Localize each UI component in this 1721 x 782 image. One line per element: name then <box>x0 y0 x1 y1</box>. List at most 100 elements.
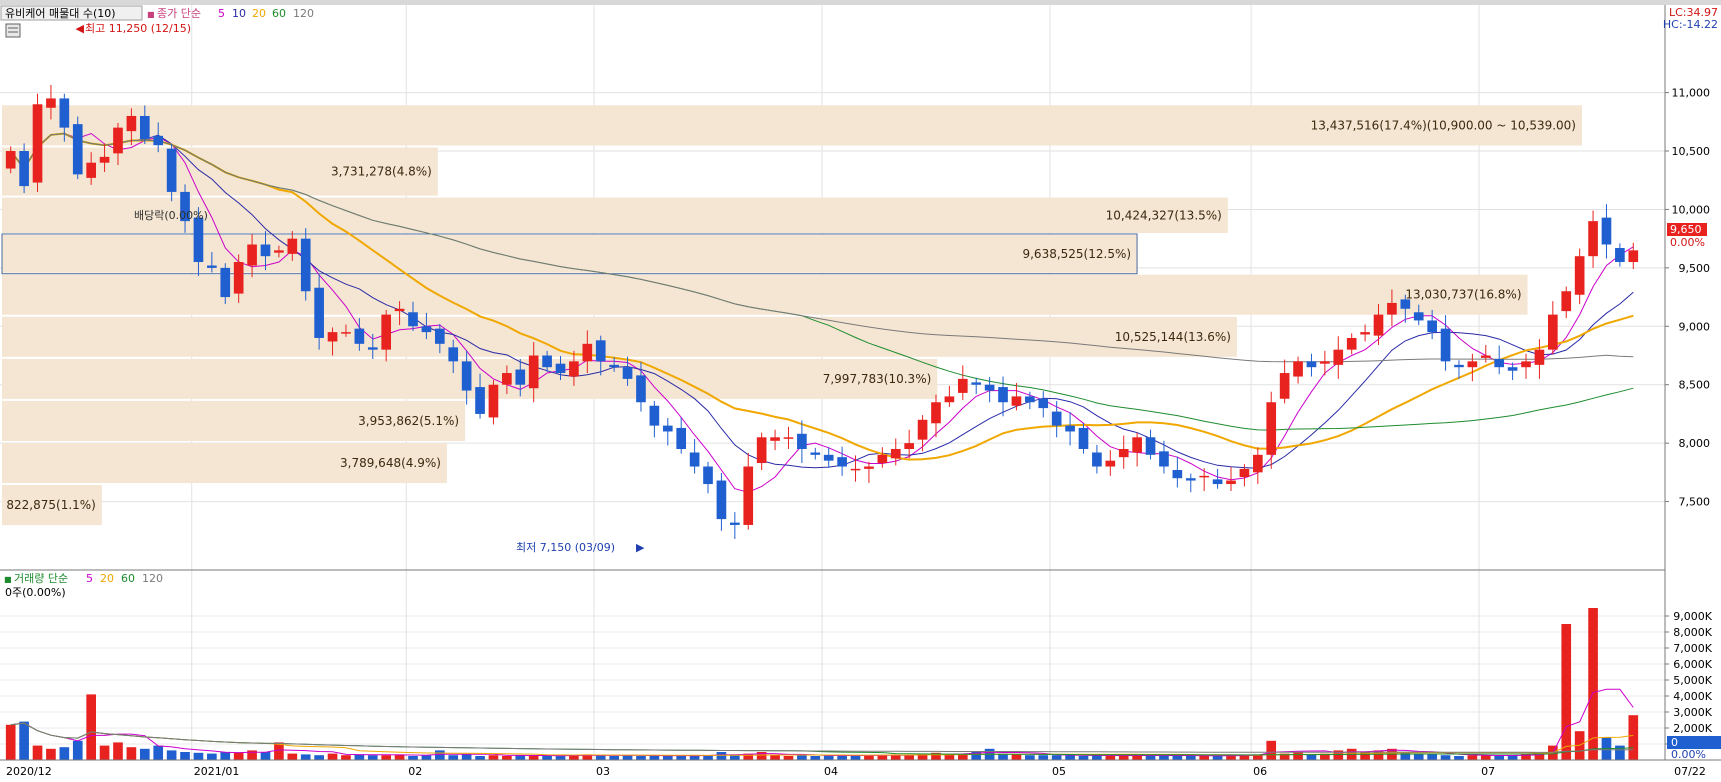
volume-bar <box>1628 715 1639 760</box>
candle-body <box>207 265 217 268</box>
volume-bar <box>622 755 633 760</box>
candle-body <box>193 217 204 263</box>
volume-profile-bar <box>2 485 102 526</box>
candle-body <box>367 347 378 350</box>
volume-bar <box>957 753 968 760</box>
volume-bar <box>1494 756 1505 760</box>
candle-body <box>877 454 888 464</box>
volume-bar <box>1360 752 1370 760</box>
candle-body <box>139 115 150 140</box>
candle-body <box>86 162 96 178</box>
volume-bar <box>434 750 445 760</box>
volume-bar <box>971 752 982 760</box>
volume-bar <box>233 752 244 760</box>
volume-bar <box>1454 756 1464 760</box>
volume-bar <box>998 753 1008 760</box>
price-tick-label: 10,000 <box>1672 203 1711 216</box>
volume-bar <box>515 755 526 760</box>
volume-bar <box>1266 740 1277 760</box>
x-tick-label: 07 <box>1481 765 1495 778</box>
volume-tick-label: 6,000K <box>1673 658 1712 671</box>
candle-body <box>904 443 914 449</box>
candle-body <box>1561 291 1572 312</box>
volume-bar <box>166 750 177 760</box>
legend-ma20: 20 <box>252 7 266 20</box>
volume-bar <box>274 742 284 760</box>
candle-body <box>810 452 821 455</box>
candle-body <box>1440 328 1451 362</box>
volume-bar <box>448 755 459 760</box>
volume-bar <box>1092 755 1102 760</box>
volume-bar <box>662 756 673 760</box>
volume-tick-label: 9,000K <box>1673 610 1712 623</box>
volume-profile-label: 7,997,783(10.3%) <box>823 372 932 386</box>
volume-bar <box>1373 750 1384 760</box>
volume-profile-label: 3,789,648(4.9%) <box>340 456 441 470</box>
volume-bar <box>153 745 164 760</box>
volume-bar <box>1118 755 1129 760</box>
volume-moving-averages <box>10 688 1634 757</box>
candle-body <box>1145 437 1156 455</box>
candle-body <box>1521 361 1531 368</box>
indicator-settings-label[interactable]: 유비케어 매물대 수(10) <box>5 7 116 20</box>
volume-bar <box>1011 754 1022 760</box>
legend-ma10: 10 <box>232 7 246 20</box>
volume-bar <box>823 755 834 760</box>
volume-legend-ma120: 120 <box>142 572 163 585</box>
volume-bar <box>864 755 874 760</box>
candle-body <box>421 326 432 333</box>
candle-body <box>314 287 324 338</box>
candle-body <box>595 340 606 362</box>
volume-tick-label: 7,000K <box>1673 642 1712 655</box>
candle-body <box>113 127 123 154</box>
price-tick-label: 8,000 <box>1679 437 1711 450</box>
candle-body <box>1467 361 1478 368</box>
volume-bar <box>1051 755 1062 760</box>
volume-bar <box>394 754 405 760</box>
volume-profile-label: 10,525,144(13.6%) <box>1115 330 1231 344</box>
volume-bar <box>1185 755 1196 760</box>
legend-box[interactable] <box>0 5 143 21</box>
candle-body <box>1185 478 1196 481</box>
candle-body <box>1387 302 1397 315</box>
volume-bar <box>1467 755 1478 760</box>
x-tick-label: 04 <box>824 765 838 778</box>
volume-bar <box>743 753 754 760</box>
volume-bar <box>1427 754 1437 760</box>
candle-body <box>1534 349 1545 365</box>
volume-bar <box>1333 750 1344 760</box>
volume-profile-bar <box>2 234 1138 273</box>
candle-body <box>1333 349 1344 365</box>
candle-body <box>1373 314 1384 336</box>
candle-body <box>1212 479 1223 485</box>
volume-profile-label: 10,424,327(13.5%) <box>1106 208 1222 222</box>
volume-bar <box>1615 745 1625 760</box>
volume-bar <box>730 755 740 760</box>
candle-body <box>1132 437 1142 453</box>
candle-body <box>448 347 459 362</box>
candle-body <box>998 387 1008 403</box>
volume-bar <box>461 754 472 760</box>
volume-bar <box>636 756 646 760</box>
price-tick-label: 10,500 <box>1672 145 1711 158</box>
volume-bar <box>1132 755 1142 760</box>
price-tick-label: 9,000 <box>1679 320 1711 333</box>
candle-body <box>1306 361 1317 368</box>
volume-bar <box>944 754 955 760</box>
volume-bar <box>5 724 16 760</box>
candle-body <box>434 328 445 344</box>
volume-bar <box>59 747 70 760</box>
volume-profile-bar <box>2 274 1528 315</box>
candle-body <box>1038 398 1049 409</box>
volume-bar <box>1212 756 1223 760</box>
volume-bar <box>837 755 847 760</box>
calculator-icon[interactable] <box>5 23 21 38</box>
candle-body <box>59 98 70 128</box>
volume-bar <box>716 752 727 760</box>
volume-bar <box>32 745 43 760</box>
volume-bar <box>810 756 821 760</box>
candle-body <box>247 244 257 266</box>
x-tick-label: 2021/01 <box>194 765 240 778</box>
candle-body <box>1494 359 1505 368</box>
